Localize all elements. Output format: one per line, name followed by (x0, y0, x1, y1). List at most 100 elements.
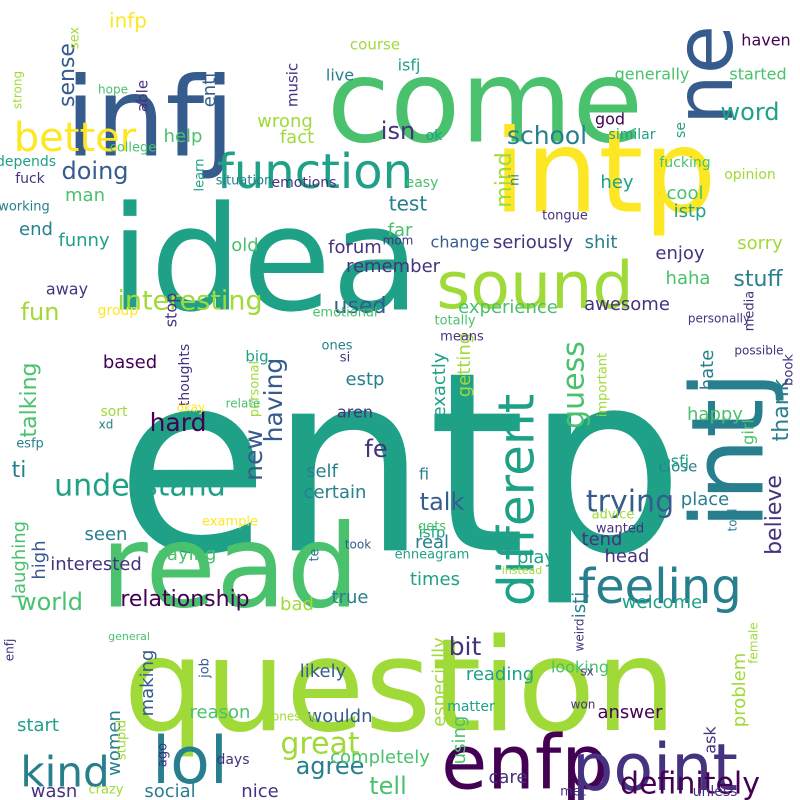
cloud-word: isn (381, 117, 415, 145)
cloud-word: honestly (264, 710, 315, 724)
cloud-word: hope (98, 83, 128, 97)
cloud-word: old (231, 235, 258, 256)
cloud-word: wouldn (308, 706, 373, 727)
cloud-word: possible (734, 344, 783, 358)
cloud-word: new (239, 429, 268, 481)
cloud-word: depends (0, 154, 56, 170)
cloud-word: women (104, 710, 125, 776)
cloud-word: esfp (16, 437, 44, 452)
cloud-word: important (596, 353, 611, 417)
cloud-word: having (259, 358, 288, 443)
cloud-word: completely (330, 747, 430, 768)
cloud-word: example (202, 515, 258, 530)
cloud-word: getting (454, 333, 475, 397)
cloud-word: job (198, 658, 213, 679)
cloud-word: high (29, 540, 50, 579)
cloud-word: point (572, 731, 738, 800)
cloud-word: exactly (429, 352, 450, 417)
cloud-word: fuck (15, 171, 45, 187)
cloud-word: si (340, 351, 350, 366)
cloud-word: stop (162, 293, 181, 328)
cloud-word: learn (193, 159, 208, 192)
cloud-word: true (332, 587, 369, 608)
cloud-word: wasn (31, 781, 78, 800)
cloud-word: god (595, 110, 625, 129)
cloud-word: happy (687, 404, 743, 425)
cloud-word: media (743, 291, 758, 332)
cloud-word: place (681, 489, 729, 510)
cloud-word: experience (458, 297, 558, 318)
cloud-word: test (389, 192, 428, 216)
cloud-word: play (517, 547, 555, 568)
cloud-word: school (507, 121, 587, 150)
cloud-word: sort (100, 404, 128, 420)
cloud-word: word (721, 98, 780, 126)
cloud-word: fact (280, 127, 314, 148)
cloud-word: real (415, 532, 449, 553)
cloud-word: seen (85, 524, 128, 545)
cloud-word: music (284, 63, 302, 107)
cloud-word: mom (383, 234, 414, 248)
cloud-word: ones (322, 339, 353, 354)
cloud-word: wrong (257, 111, 313, 132)
cloud-word: head (605, 546, 650, 567)
cloud-word: opinion (724, 167, 776, 183)
cloud-word: used (334, 294, 387, 319)
cloud-word: strong (11, 71, 25, 109)
cloud-word: interesting (117, 286, 262, 317)
cloud-word: advice (592, 508, 635, 523)
cloud-word: far (388, 220, 413, 241)
cloud-word: means (440, 330, 484, 345)
cloud-word: agree (296, 752, 365, 780)
cloud-word: similar (609, 127, 656, 143)
cloud-word: gets (418, 520, 446, 535)
cloud-word: bit (449, 632, 482, 661)
cloud-word: times (410, 569, 460, 590)
cloud-word: intp (494, 106, 717, 240)
cloud-word: entp (116, 318, 685, 609)
cloud-word: haven (741, 31, 790, 50)
cloud-word: certain (304, 482, 367, 503)
cloud-word: better (14, 115, 137, 161)
cloud-word: looking (551, 658, 609, 677)
cloud-word: big (245, 348, 268, 366)
cloud-word: care (488, 767, 527, 788)
cloud-word: idea (110, 176, 420, 345)
cloud-word: shit (585, 232, 618, 253)
cloud-word: unless (693, 784, 738, 800)
cloud-word: relationship (120, 587, 249, 612)
cloud-word: making (137, 650, 158, 717)
cloud-word: working (0, 200, 50, 215)
cloud-word: man (65, 185, 105, 206)
cloud-word: stupid (115, 720, 130, 760)
cloud-word: bad (280, 594, 314, 615)
cloud-word: enneagram (395, 548, 470, 563)
cloud-word: cool (667, 183, 704, 204)
cloud-word: situation (216, 174, 273, 189)
cloud-word: told (726, 509, 740, 532)
cloud-word: thank (769, 378, 794, 441)
cloud-word: question (124, 612, 677, 761)
cloud-word: forum (328, 237, 382, 258)
cloud-word: enfp (441, 719, 609, 800)
cloud-word: emotions (272, 175, 337, 191)
cloud-word: doing (61, 157, 128, 185)
cloud-word: met (560, 785, 586, 800)
cloud-word: self (306, 461, 338, 482)
cloud-word: general (108, 630, 150, 643)
cloud-word: away (46, 280, 88, 299)
cloud-word: sense (55, 43, 80, 107)
cloud-word: thoughts (177, 344, 193, 406)
cloud-word: college (110, 141, 157, 156)
cloud-word: reading (466, 664, 534, 685)
cloud-word: talk (420, 488, 465, 516)
cloud-word: crazy (89, 783, 124, 798)
cloud-word: ti (12, 458, 27, 483)
cloud-word: matter (447, 699, 495, 715)
cloud-word: reason (190, 702, 251, 723)
cloud-word: hate (697, 350, 718, 391)
cloud-word: tongue (542, 209, 588, 224)
cloud-word: istj (569, 592, 590, 618)
cloud-word: estp (346, 369, 385, 390)
